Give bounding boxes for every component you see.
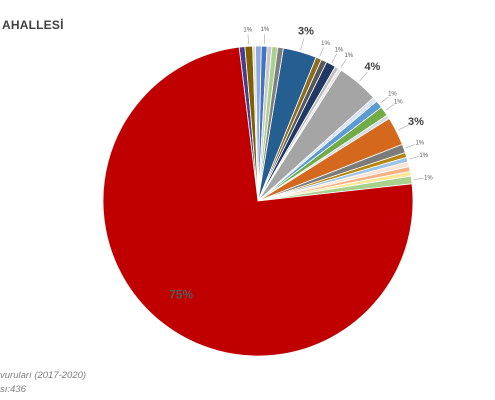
data-label-26: 1% <box>424 176 433 182</box>
data-label-22: 1% <box>419 153 428 159</box>
data-label-20: 1% <box>415 141 424 147</box>
leader-line-20 <box>405 144 416 149</box>
data-label-1: 1% <box>243 27 252 33</box>
footnote-count: sı:436 <box>0 384 26 395</box>
leader-lines <box>247 34 424 180</box>
leader-line-22 <box>409 156 419 160</box>
chart-title: AHALLESİ <box>2 18 64 32</box>
leader-line-17 <box>385 104 395 111</box>
data-label-9: 1% <box>321 41 330 47</box>
leader-line-8 <box>300 38 305 50</box>
leader-line-13 <box>340 59 347 68</box>
leader-line-19 <box>397 124 410 131</box>
data-labels: 1% 1% 3%1%1%1%4%1%1%3%1%1%1%75% <box>169 26 433 302</box>
data-label-4: 1% <box>261 27 270 33</box>
footnote-source: vuruları (2017-2020) <box>0 370 87 381</box>
data-label-13: 1% <box>344 53 353 59</box>
leader-line-26 <box>413 178 424 180</box>
pie-slices <box>102 45 414 357</box>
data-label-16: 1% <box>388 92 397 98</box>
data-label-19: 3% <box>408 116 424 128</box>
leader-line-16 <box>380 96 389 104</box>
data-label-8: 3% <box>298 26 314 38</box>
leader-line-1 <box>247 34 249 45</box>
leader-line-14 <box>359 71 368 82</box>
leader-line-9 <box>319 47 324 57</box>
data-label-17: 1% <box>394 99 403 105</box>
pie-slice-27 <box>102 46 414 357</box>
leader-line-11 <box>331 53 337 63</box>
data-label-27: 75% <box>169 287 193 301</box>
data-label-11: 1% <box>335 47 344 53</box>
data-label-14: 4% <box>364 61 380 73</box>
